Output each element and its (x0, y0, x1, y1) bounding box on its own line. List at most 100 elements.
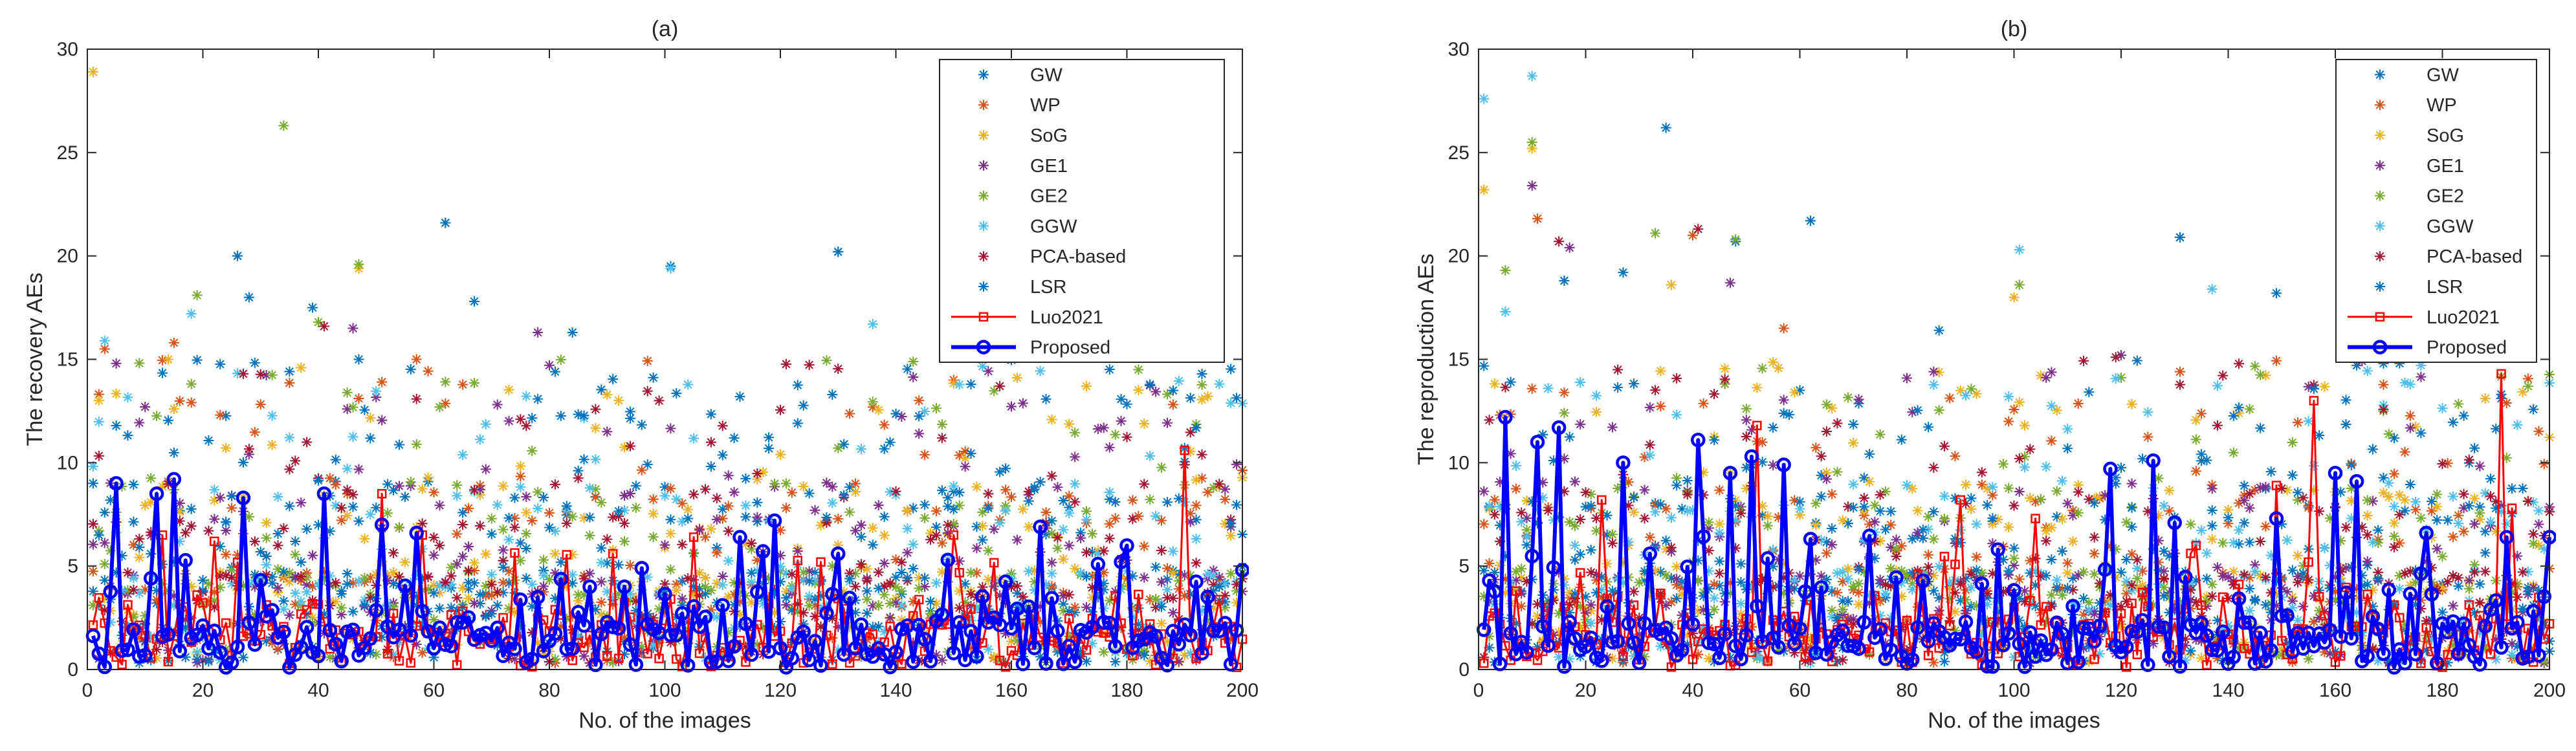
scatter-point (428, 487, 439, 498)
scatter-point (995, 517, 1006, 528)
scatter-point (1011, 587, 1022, 598)
scatter-point (596, 543, 607, 554)
scatter-point (1869, 516, 1880, 527)
line-marker (1200, 589, 1215, 604)
line-marker (2001, 626, 2016, 641)
line-marker (969, 649, 984, 664)
scatter-point (243, 449, 254, 460)
scatter-point (261, 560, 272, 571)
scatter-point (1666, 279, 1677, 290)
line-marker (1691, 432, 1706, 448)
scatter-point (2469, 442, 2480, 453)
scatter-point (1104, 364, 1115, 375)
line-marker (1792, 621, 1807, 636)
line-marker (2023, 625, 2038, 640)
scatter-point (2319, 646, 2330, 657)
scatter-point (2056, 546, 2067, 557)
scatter-point (2308, 616, 2319, 627)
scatter-point (255, 571, 266, 582)
line-marker (989, 558, 999, 568)
data-layer (85, 67, 1249, 675)
scatter-point (1179, 496, 1190, 507)
scatter-point (2159, 573, 2170, 584)
scatter-point (272, 492, 283, 503)
scatter-point (2249, 361, 2260, 372)
scatter-point (267, 410, 278, 421)
scatter-point (99, 593, 110, 604)
scatter-point (209, 495, 220, 506)
scatter-point (1902, 645, 1912, 656)
scatter-point (2399, 505, 2410, 516)
scatter-point (890, 554, 901, 565)
scatter-point (1644, 450, 1655, 461)
scatter-point (2249, 566, 2260, 577)
scatter-point (677, 516, 688, 527)
scatter-point (347, 402, 358, 413)
scatter-point (209, 595, 220, 606)
scatter-point (2223, 572, 2234, 582)
scatter-point (705, 585, 716, 596)
scatter-point (186, 503, 197, 514)
scatter-point (2100, 596, 2111, 607)
scatter-point (792, 380, 803, 391)
scatter-point (99, 335, 110, 346)
scatter-point (1907, 578, 1918, 589)
scatter-point (2469, 607, 2480, 618)
scatter-point (861, 575, 872, 586)
scatter-point (2528, 404, 2539, 415)
scatter-point (1231, 579, 1242, 590)
scatter-point (1982, 499, 1993, 510)
scatter-point (105, 647, 116, 658)
scatter-point (1880, 486, 1891, 497)
scatter-point (2003, 391, 2014, 402)
scatter-point (365, 413, 376, 424)
line-marker (2156, 620, 2172, 635)
legend-label: GE1 (1030, 156, 1068, 177)
scatter-point (948, 378, 959, 389)
x-tick-label: 80 (538, 680, 560, 701)
line-marker (293, 640, 309, 655)
chart-title: (b) (2001, 17, 2028, 41)
line-marker (120, 642, 135, 657)
panel-a: 0 20 40 60 80 100 120 140 160 180 200051015202530(… (23, 17, 1259, 733)
scatter-point (1017, 398, 1028, 409)
line-marker (553, 572, 569, 587)
scatter-point (249, 609, 260, 620)
line-marker (1803, 532, 1818, 547)
scatter-point (2228, 538, 2239, 549)
scatter-point (729, 600, 740, 611)
scatter-point (359, 533, 370, 544)
scatter-point (1971, 600, 1982, 611)
scatter-point (902, 364, 913, 375)
scatter-point (2324, 513, 2335, 524)
scatter-point (417, 518, 428, 529)
line-marker (2314, 592, 2324, 602)
scatter-point (775, 525, 786, 536)
scatter-point (2426, 496, 2437, 507)
scatter-point (2308, 461, 2319, 472)
scatter-point (382, 479, 393, 490)
scatter-point (1827, 605, 1838, 616)
scatter-point (1521, 539, 1532, 550)
scatter-point (2394, 583, 2405, 594)
scatter-point (1816, 571, 1827, 582)
scatter-point (850, 581, 861, 592)
scatter-point (1628, 492, 1639, 503)
scatter-point (2169, 603, 2180, 614)
scatter-point (879, 589, 890, 600)
line-marker (2036, 620, 2046, 630)
scatter-point (2287, 565, 2298, 576)
scatter-point (2062, 583, 2073, 594)
scatter-point (1757, 363, 1768, 374)
scatter-point (786, 569, 797, 580)
scatter-point (2389, 433, 2400, 444)
scatter-point (1896, 591, 1907, 602)
scatter-point (296, 362, 307, 373)
scatter-point (2078, 609, 2089, 620)
scatter-point (1150, 561, 1161, 572)
scatter-point (1173, 575, 1184, 586)
line-marker (2336, 651, 2346, 661)
scatter-point (2416, 360, 2427, 371)
scatter-point (1869, 553, 1880, 564)
scatter-point (221, 516, 232, 527)
